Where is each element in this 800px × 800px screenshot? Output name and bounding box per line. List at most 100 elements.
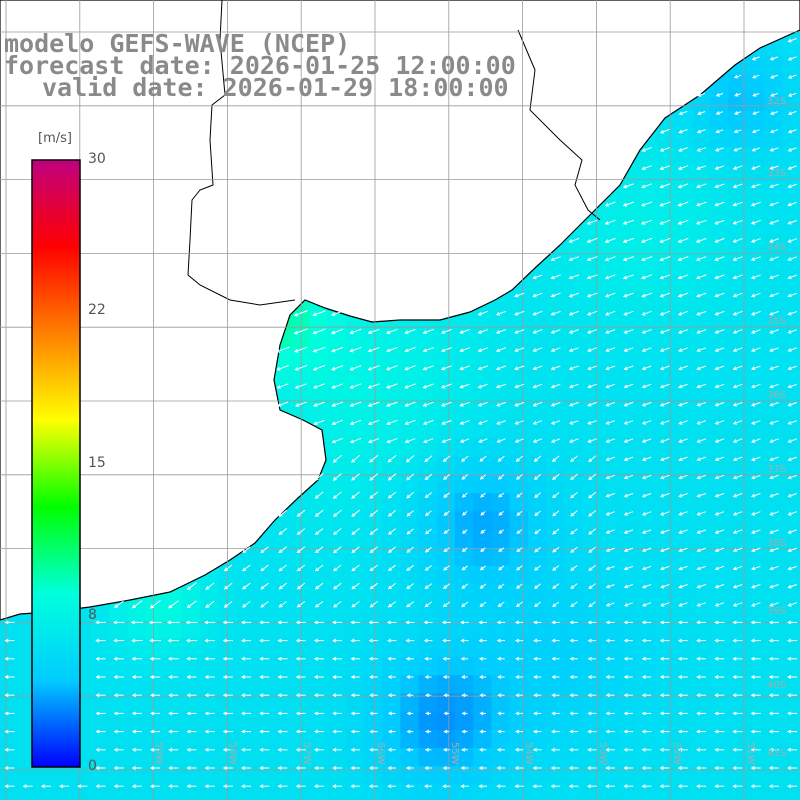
wind-arrow [641,584,652,589]
wind-speed-cell [491,711,511,731]
wind-speed-cell [691,238,711,258]
wind-speed-cell [364,329,383,349]
wind-arrow [678,110,688,116]
wind-arrow [641,675,652,679]
wind-speed-cell [273,529,292,549]
wind-arrow [770,111,778,115]
wind-arrow [498,529,504,534]
wind-arrow [534,510,541,517]
wind-arrow [186,582,197,590]
wind-speed-cell [655,274,674,294]
wind-arrow [4,747,15,752]
wind-arrow [350,784,361,789]
wind-speed-cell [600,566,620,585]
wind-speed-cell [182,657,201,676]
wind-speed-cell [182,693,201,713]
wind-speed-cell [18,766,37,785]
wind-arrow [769,584,779,589]
wind-arrow [514,329,525,334]
wind-speed-cell [600,347,620,367]
wind-arrow [696,675,706,679]
wind-arrow [732,474,743,480]
wind-arrow [478,656,487,661]
wind-arrow [750,729,761,734]
wind-arrow [787,92,797,97]
wind-arrow [477,365,489,371]
wind-arrow [752,74,760,79]
wind-arrow [387,491,397,499]
wind-speed-cell [327,347,347,367]
wind-speed-cell [345,693,365,713]
wind-speed-cell [600,529,620,549]
wind-arrow [605,547,615,553]
wind-arrow [641,274,653,280]
wind-speed-cell [691,402,711,421]
wind-arrow [424,747,432,752]
wind-speed-cell [382,456,401,476]
wind-speed-cell [673,584,693,603]
wind-speed-cell [254,547,274,567]
wind-arrow [533,711,542,716]
wind-arrow [751,438,761,443]
wind-arrow [534,492,541,498]
wind-speed-cell [418,766,438,785]
wind-speed-cell [364,620,383,640]
wind-arrow [424,656,432,661]
wind-arrow [752,92,760,97]
wind-arrow [678,438,688,443]
wind-speed-cell [254,748,274,767]
wind-speed-cell [764,183,784,203]
wind-arrow [331,383,344,389]
wind-arrow [659,747,670,752]
wind-arrow [550,274,561,280]
wind-arrow [605,565,615,571]
wind-speed-cell [309,711,329,731]
wind-speed-cell [673,165,693,185]
wind-arrow [787,292,798,298]
wind-speed-cell [273,711,292,731]
wind-speed-cell [673,638,693,658]
wind-speed-cell [655,602,674,622]
wind-arrow [552,528,560,535]
wind-arrow [641,165,652,171]
wind-arrow [659,201,671,207]
wind-speed-cell [309,347,329,367]
wind-speed-cell [455,711,474,731]
wind-arrow [533,675,542,679]
wind-speed-cell [0,693,19,713]
wind-arrow [459,365,470,371]
wind-speed-cell [746,402,765,421]
wind-arrow [751,565,761,571]
wind-speed-cell [637,602,656,622]
wind-speed-cell [364,657,383,676]
wind-speed-cell [309,657,329,676]
wind-speed-cell [673,311,693,330]
wind-speed-cell [600,293,620,312]
wind-speed-cell [309,584,329,603]
wind-speed-cell [746,384,765,403]
wind-speed-cell [254,675,274,694]
wind-speed-cell [637,293,656,312]
wind-arrow [733,74,742,79]
wind-speed-cell [455,329,474,349]
wind-arrow [204,620,216,625]
wind-speed-cell [564,293,583,312]
wind-arrow [751,547,761,553]
wind-speed-cell [345,602,365,622]
wind-speed-cell [782,293,800,312]
wind-speed-cell [327,693,347,713]
wind-speed-cell [600,784,620,800]
wind-speed-cell [291,566,310,585]
wind-arrow [696,565,706,571]
wind-arrow [732,219,743,225]
wind-speed-cell [400,438,420,458]
wind-arrow [787,129,797,134]
wind-arrow [387,564,396,572]
wind-speed-cell [364,711,383,731]
wind-arrow [714,729,725,734]
wind-speed-cell [491,620,511,640]
wind-speed-cell [436,493,456,512]
wind-arrow [677,183,689,189]
wind-arrow [623,310,634,316]
wind-speed-cell [345,438,365,458]
